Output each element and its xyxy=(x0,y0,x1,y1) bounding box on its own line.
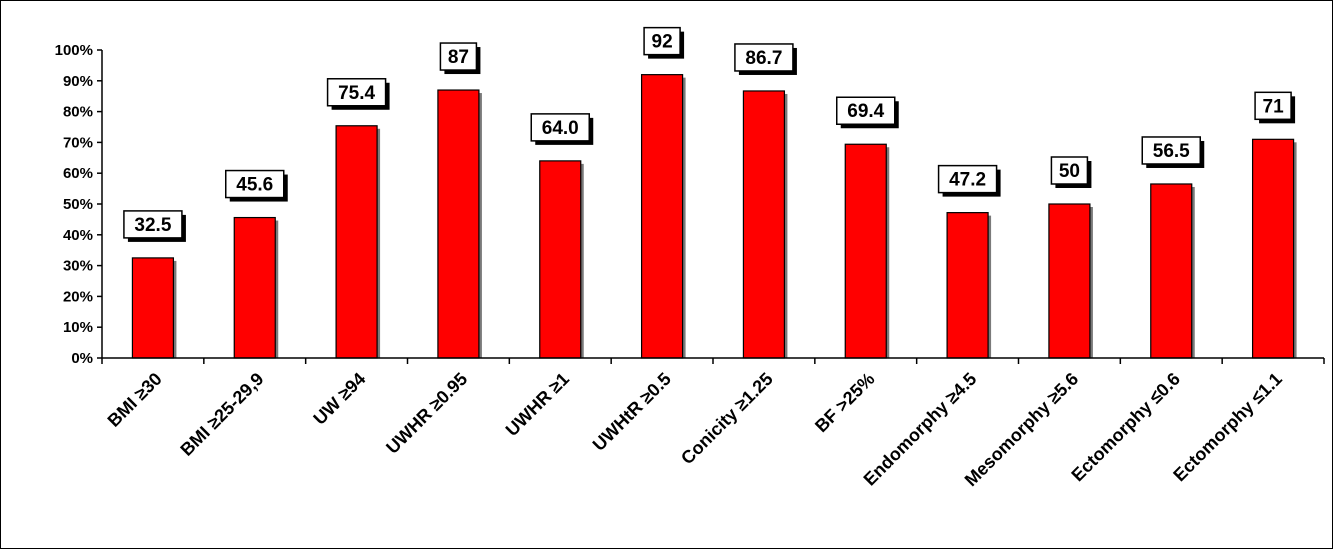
y-tick-label: 20% xyxy=(63,288,93,305)
bar xyxy=(742,90,786,359)
bar xyxy=(539,160,582,359)
data-label-box xyxy=(734,43,794,72)
data-label: 45.6 xyxy=(236,175,273,196)
x-tick-label: Conicity ≥1.25 xyxy=(677,369,777,469)
data-label: 47.2 xyxy=(949,170,986,191)
x-tick-label: Ectomorphy ≤1.1 xyxy=(1169,369,1286,486)
data-label-box xyxy=(937,164,998,194)
bar xyxy=(437,89,480,359)
y-tick-label: 100% xyxy=(55,42,93,59)
bar xyxy=(1048,203,1091,359)
data-label: 50 xyxy=(1059,161,1080,182)
data-label-box xyxy=(1050,156,1089,185)
data-label-box xyxy=(326,78,387,107)
y-tick-label: 70% xyxy=(63,134,93,151)
x-tick-label: Ectomorphy ≤0.6 xyxy=(1067,369,1184,486)
data-label-box xyxy=(643,26,681,56)
x-tick-label: UW ≥94 xyxy=(309,369,369,429)
x-tick-label: Endomorphy ≥4.5 xyxy=(860,369,981,490)
bar xyxy=(233,216,276,359)
data-label: 86.7 xyxy=(745,48,782,69)
bar xyxy=(640,74,684,359)
y-tick-label: 60% xyxy=(63,165,93,182)
data-label-box xyxy=(530,113,590,142)
data-label-box xyxy=(1141,136,1201,165)
x-tick-label: Mesomorphy ≥5.6 xyxy=(961,369,1083,491)
y-tick-label: 40% xyxy=(63,227,93,244)
bars-layer xyxy=(131,74,1297,359)
x-tick-label: BMI ≥25-29,9 xyxy=(176,369,267,460)
bar xyxy=(1150,183,1193,359)
data-label-box xyxy=(439,42,478,71)
y-tick-label: 80% xyxy=(63,104,93,121)
y-tick-label: 10% xyxy=(63,319,93,336)
x-tick-label: UWHtR ≥0.5 xyxy=(589,369,675,455)
x-tick-label: BF >25% xyxy=(811,369,879,437)
bar xyxy=(335,125,378,359)
x-tick-label: UWHR ≥0.95 xyxy=(382,369,471,458)
y-tick-label: 90% xyxy=(63,73,93,90)
bar xyxy=(131,257,175,359)
x-tick-label: BMI ≥30 xyxy=(104,369,166,431)
data-label: 69.4 xyxy=(847,101,884,122)
bar xyxy=(946,212,989,359)
x-tick-label: UWHR ≥1 xyxy=(502,369,573,440)
data-label-box xyxy=(836,96,896,125)
data-label-box xyxy=(123,210,183,239)
data-labels-layer: 32.5 45.6 75.4 87 64.0 92 86.7 69.4 47.2 50 56.5 71 xyxy=(123,26,1296,242)
data-label-box xyxy=(1254,91,1292,121)
data-label-box xyxy=(225,169,285,199)
data-label: 75.4 xyxy=(338,83,375,104)
y-tick-label: 0% xyxy=(71,350,93,367)
data-label: 32.5 xyxy=(134,215,171,236)
bar xyxy=(1251,138,1295,359)
data-label: 92 xyxy=(652,32,673,53)
data-label: 71 xyxy=(1263,96,1285,117)
data-label: 64.0 xyxy=(542,118,579,139)
y-tick-label: 50% xyxy=(63,196,93,213)
y-tick-label: 30% xyxy=(63,258,93,275)
data-label: 87 xyxy=(448,47,469,68)
data-label: 56.5 xyxy=(1153,141,1190,162)
bar xyxy=(844,143,887,359)
